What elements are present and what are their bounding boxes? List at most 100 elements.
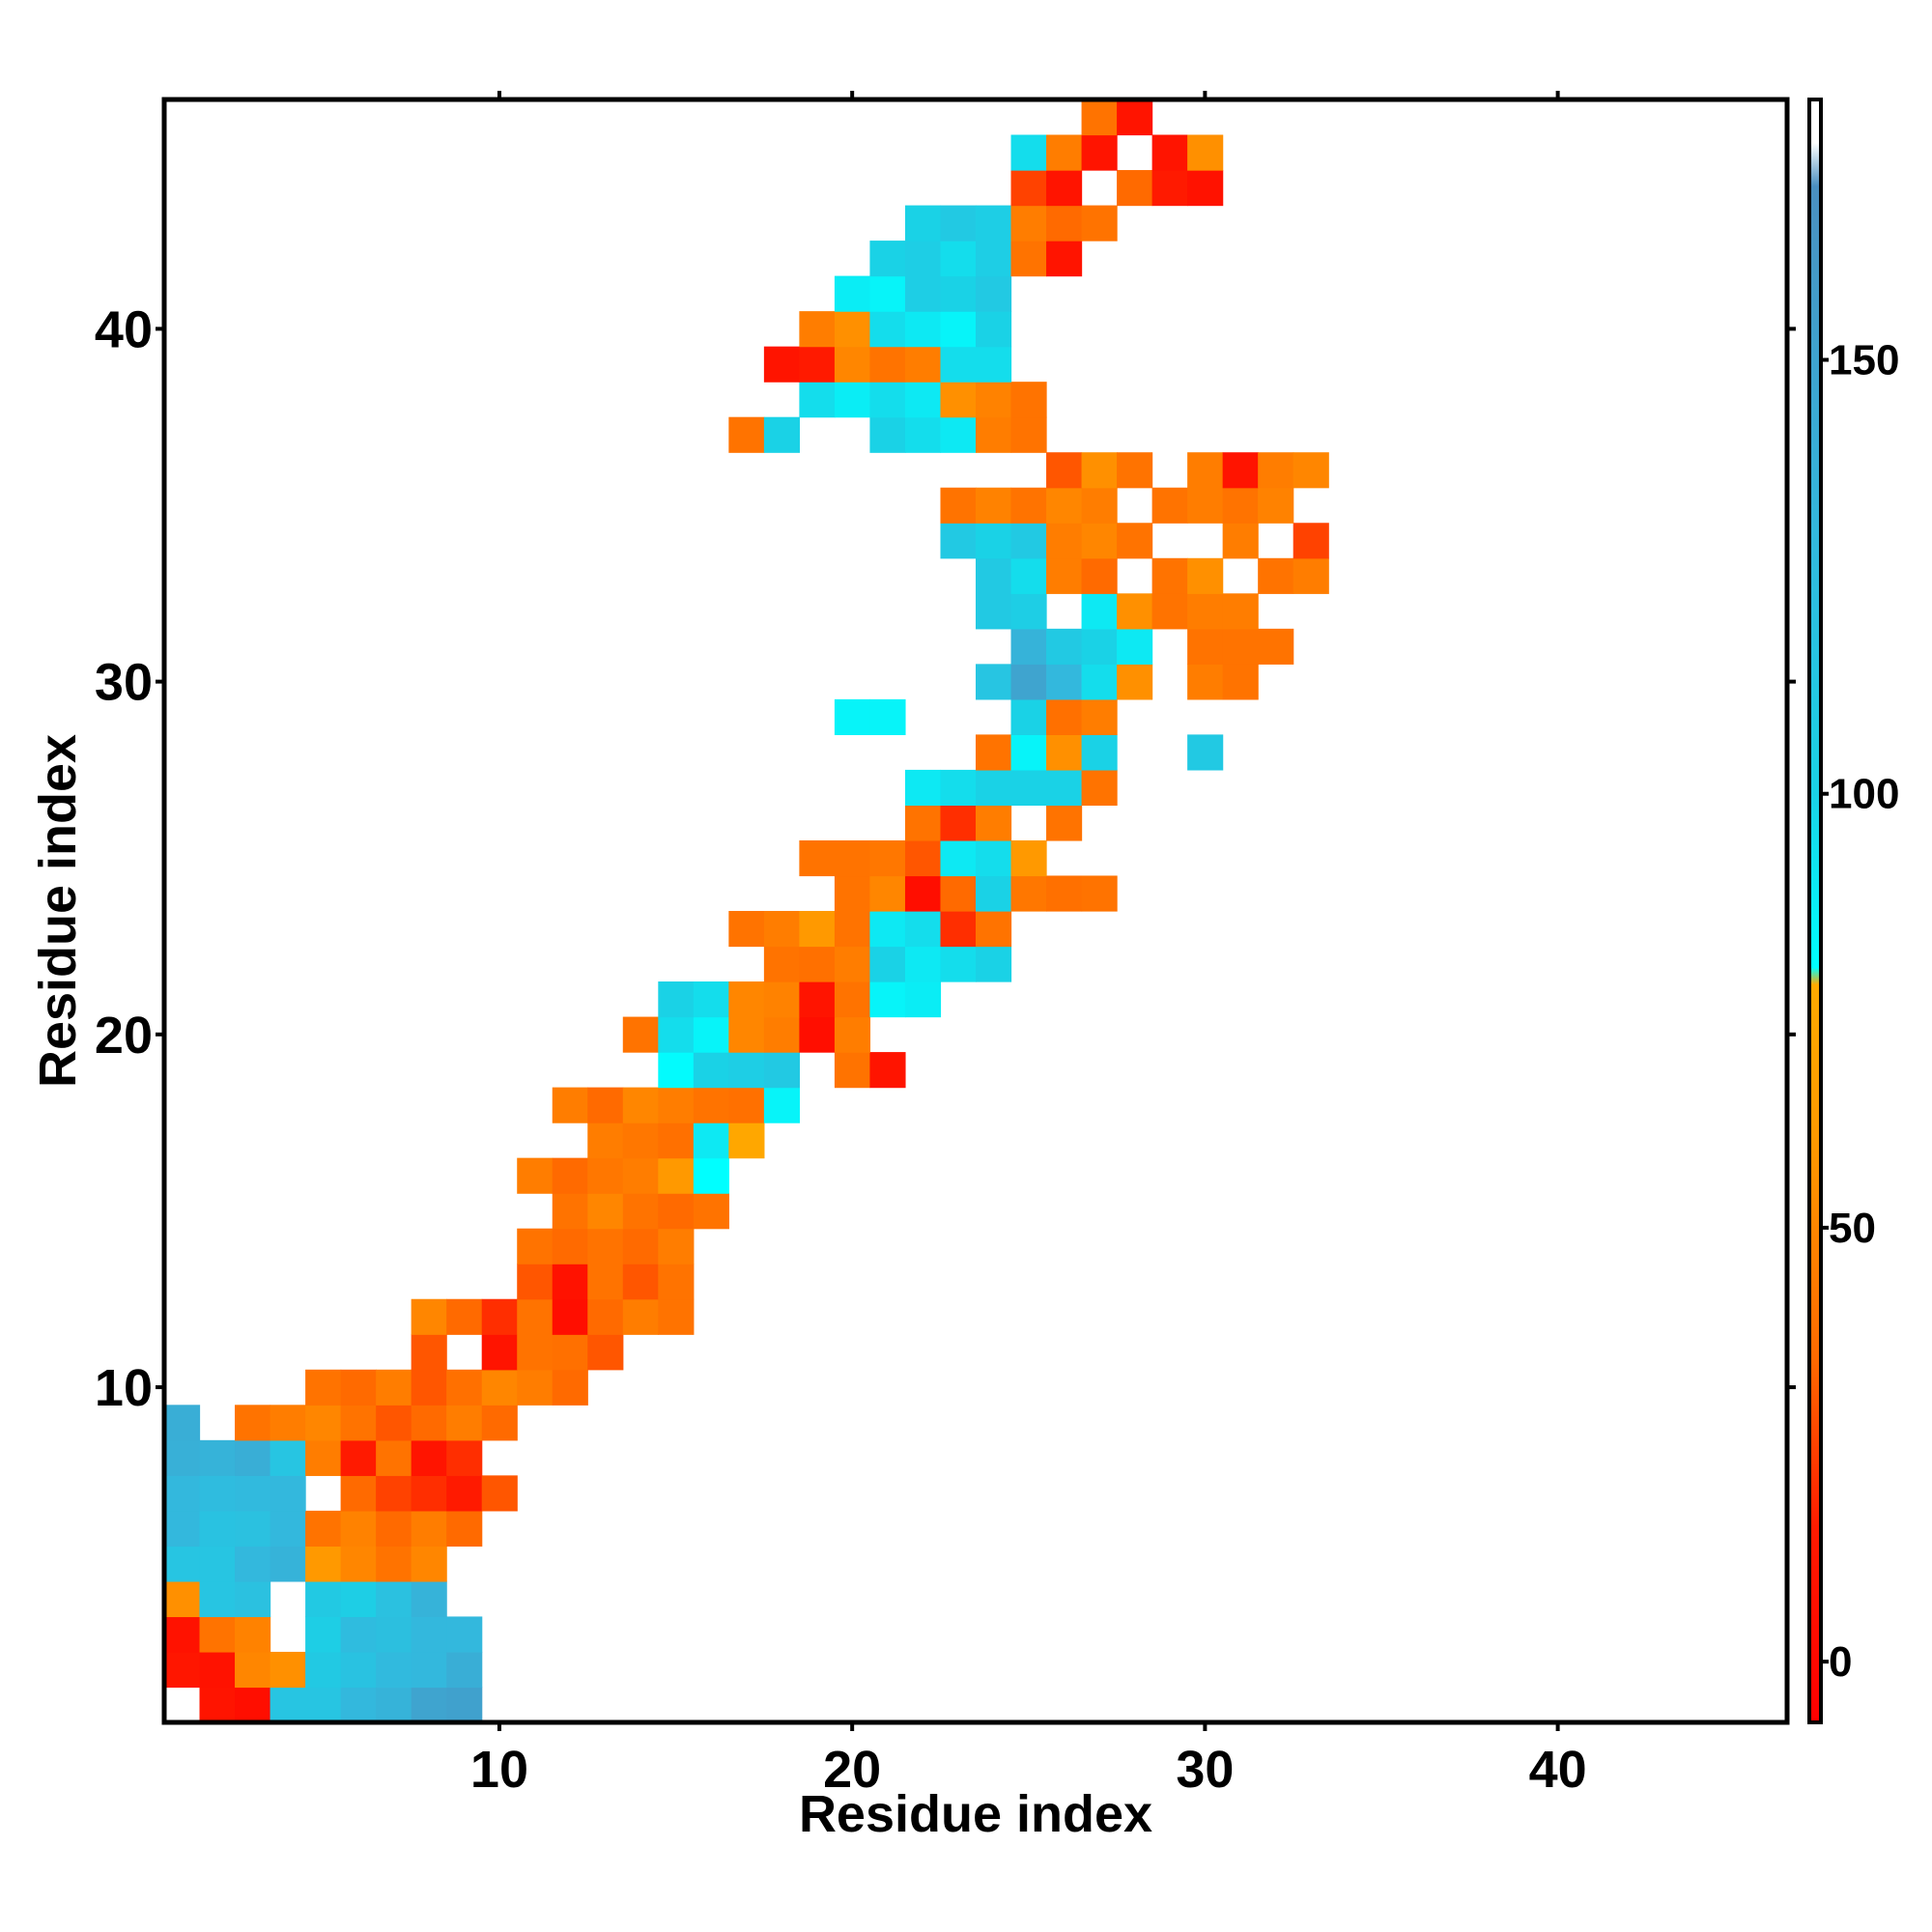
heatmap-cell — [869, 981, 906, 1018]
heatmap-cell — [376, 1616, 412, 1653]
heatmap-cell — [340, 1510, 377, 1547]
x-tick-label: 20 — [823, 1741, 881, 1799]
heatmap-cell — [904, 205, 942, 242]
heatmap-cell — [763, 981, 800, 1018]
heatmap-cell — [693, 1122, 729, 1159]
heatmap-cell — [587, 1087, 624, 1123]
heatmap-cell — [1222, 487, 1259, 524]
heatmap-cell — [834, 382, 871, 418]
heatmap-cell — [376, 1439, 412, 1476]
heatmap-cell — [1151, 593, 1188, 630]
heatmap-cell — [728, 981, 765, 1018]
heatmap-cell — [517, 1228, 554, 1264]
heatmap-cell — [199, 1546, 236, 1582]
heatmap-cell — [376, 1651, 412, 1689]
heatmap-cell — [904, 911, 942, 948]
heatmap-cell — [446, 1510, 483, 1547]
heatmap-cell — [834, 311, 871, 348]
heatmap-cell — [834, 981, 871, 1018]
heatmap-cell — [305, 1405, 342, 1441]
heatmap-cell — [411, 1369, 447, 1406]
heatmap-cell — [1046, 628, 1083, 665]
heatmap-cell — [1081, 628, 1118, 665]
heatmap-cell — [763, 1087, 800, 1123]
heatmap-cell — [1081, 205, 1118, 242]
heatmap-cell — [411, 1546, 447, 1582]
heatmap-cell — [587, 1334, 624, 1371]
heatmap-cell — [976, 205, 1012, 242]
heatmap-cell — [834, 875, 871, 912]
heatmap-cell — [1081, 99, 1118, 136]
heatmap-cell — [1046, 805, 1083, 841]
heatmap-cell — [940, 346, 977, 383]
heatmap-cell — [1010, 170, 1047, 207]
heatmap-cell — [340, 1651, 377, 1689]
heatmap-cell — [904, 311, 942, 348]
x-axis-label: Residue index — [799, 1785, 1152, 1843]
heatmap-cell — [1187, 593, 1224, 630]
heatmap-cell — [411, 1510, 447, 1547]
heatmap-cell — [270, 1475, 306, 1512]
heatmap-cell — [587, 1228, 624, 1264]
heatmap-cell — [305, 1369, 342, 1406]
heatmap-cell — [869, 875, 906, 912]
heatmap-cell — [728, 1052, 765, 1089]
heatmap-cell — [976, 275, 1012, 312]
y-tick-label: 20 — [95, 1007, 153, 1065]
colorbar-frame — [1807, 98, 1823, 1724]
y-tick-label: 40 — [95, 300, 153, 358]
heatmap-cell — [976, 839, 1012, 877]
y-axis-ticks: 10 20 30 40 — [95, 300, 1796, 1417]
heatmap-cell — [1293, 523, 1329, 559]
heatmap-cell — [235, 1616, 271, 1653]
heatmap-cell — [904, 382, 942, 418]
heatmap-cell — [446, 1616, 483, 1653]
heatmap-cell — [622, 1087, 659, 1123]
heatmap-cell — [869, 698, 906, 735]
heatmap-cell — [728, 1087, 765, 1123]
heatmap-cell — [552, 1334, 588, 1371]
heatmap-cell — [235, 1546, 271, 1582]
heatmap-cell — [658, 1157, 695, 1194]
heatmap-cell — [1293, 452, 1329, 489]
heatmap-cell — [658, 1052, 695, 1089]
heatmap-cell — [340, 1405, 377, 1441]
heatmap-cell — [517, 1369, 554, 1406]
heatmap-cell — [940, 416, 977, 453]
heatmap-cell — [340, 1546, 377, 1582]
heatmap-cell — [1010, 839, 1047, 877]
heatmap-cell — [834, 946, 871, 982]
heatmap-cell — [976, 593, 1012, 630]
heatmap-cell — [1010, 628, 1047, 665]
heatmap-cell — [976, 664, 1012, 700]
heatmap-cell — [235, 1510, 271, 1547]
heatmap-cell — [411, 1298, 447, 1335]
heatmap-cell — [976, 769, 1012, 807]
heatmap-cell — [1117, 523, 1153, 559]
heatmap-cell — [376, 1580, 412, 1618]
heatmap-cell — [305, 1616, 342, 1653]
heatmap-cell — [587, 1122, 624, 1159]
heatmap-cell — [728, 416, 765, 453]
heatmap-cell — [1046, 734, 1083, 771]
heatmap-cell — [1187, 557, 1224, 594]
heatmap-cell — [1046, 557, 1083, 594]
heatmap-cell — [164, 1405, 201, 1441]
heatmap-cell — [1117, 593, 1153, 630]
heatmap-cell — [799, 382, 836, 418]
heatmap-cell — [1010, 593, 1047, 630]
heatmap-cell — [1187, 628, 1224, 665]
heatmap-cell — [976, 805, 1012, 841]
heatmap-cell — [904, 805, 942, 841]
heatmap-cell — [411, 1651, 447, 1689]
heatmap-cell — [869, 241, 906, 277]
heatmap-cell — [587, 1193, 624, 1230]
heatmap-cell — [763, 1052, 800, 1089]
heatmap-cell — [446, 1475, 483, 1512]
heatmap-cell — [622, 1228, 659, 1264]
heatmap-cell — [1010, 205, 1047, 242]
heatmap-cell — [552, 1228, 588, 1264]
heatmap-cell — [1046, 205, 1083, 242]
heatmap-cell — [164, 1580, 201, 1618]
heatmap-cell — [976, 557, 1012, 594]
